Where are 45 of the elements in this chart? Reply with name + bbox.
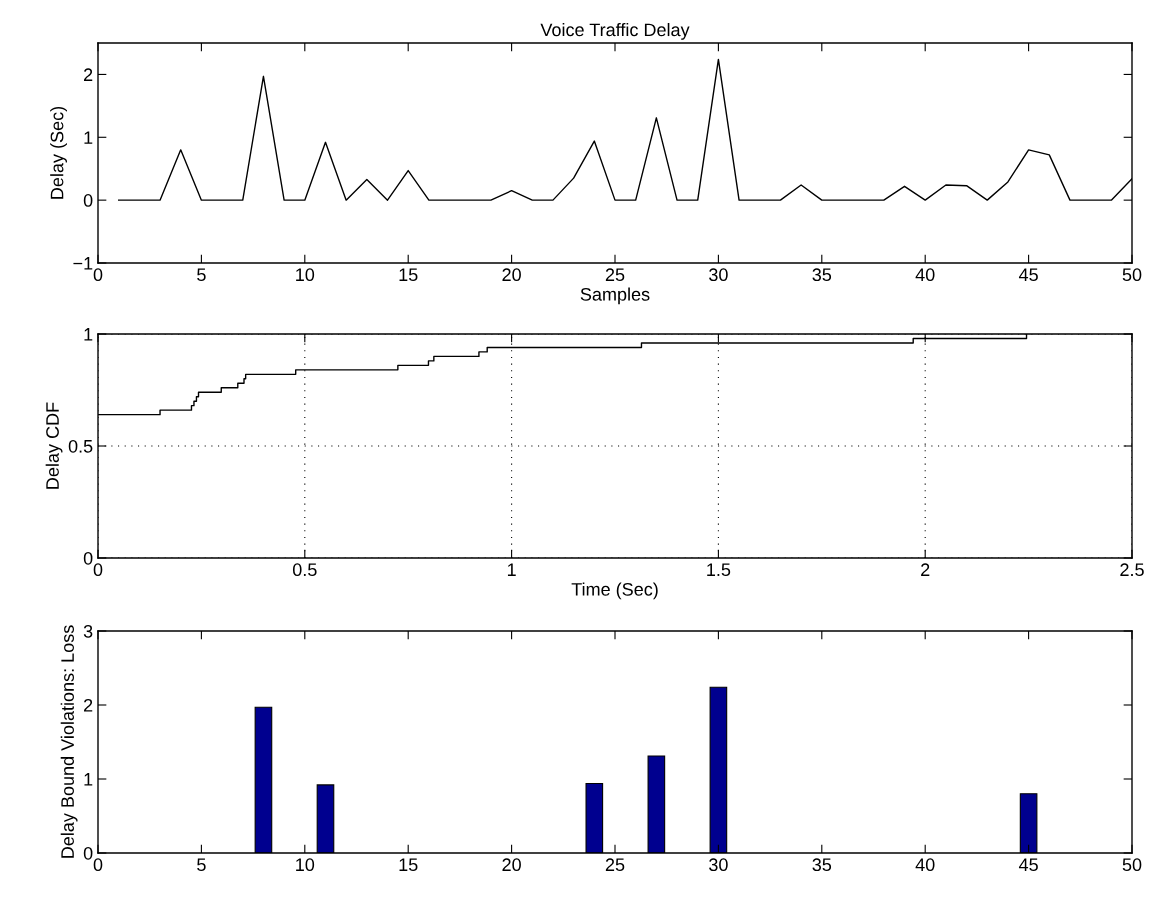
x-tick-label: 1.5 [707,563,731,577]
x-tick-label: 40 [915,858,935,872]
x-axis-title: Samples [580,287,650,305]
y-tick-label: 3 [83,624,93,638]
x-tick-label: 50 [1122,858,1142,872]
x-tick-label: 0 [93,563,103,577]
x-tick-label: 45 [1018,268,1038,282]
x-tick-label: 1 [507,563,516,576]
y-tick-label: −1 [73,257,93,270]
y-tick-label: 2 [84,68,93,81]
x-tick-label: 25 [605,268,625,282]
x-tick-label: 30 [709,268,728,282]
chart-title: Voice Traffic Delay [540,22,690,40]
y-tick-label: 1 [84,131,93,144]
x-tick-label: 10 [296,268,315,282]
x-tick-label: 45 [1018,858,1038,872]
y-tick-label: 0 [83,846,93,860]
x-tick-label: 20 [502,268,521,282]
x-tick-label: 0 [93,268,103,282]
x-tick-label: 35 [812,268,832,282]
y-tick-label: 1 [84,773,93,786]
x-tick-label: 10 [296,858,315,872]
y-tick-label: 0 [83,551,93,565]
x-tick-label: 5 [197,858,206,872]
y-tick-label: 0.5 [68,439,93,453]
x-tick-label: 2 [921,563,930,576]
x-tick-label: 2.5 [1120,563,1144,577]
x-tick-label: 0 [93,858,103,872]
x-tick-label: 50 [1122,268,1142,282]
y-tick-label: 0 [83,194,93,207]
x-tick-label: 25 [605,858,625,872]
y-tick-label: 2 [84,698,93,712]
y-axis-title: Delay (Sec) [50,106,67,199]
x-tick-label: 5 [197,268,206,282]
x-tick-label: 40 [915,268,935,282]
y-tick-label: 1 [84,328,93,341]
x-tick-label: 35 [812,858,832,872]
x-tick-label: 20 [502,858,521,872]
y-axis-title: Delay CDF [45,402,63,489]
x-tick-label: 30 [709,858,728,872]
y-axis-title: Delay Bound Violations: Loss [60,625,78,858]
x-tick-label: 15 [399,268,418,282]
x-tick-label: 15 [399,858,418,872]
x-tick-label: 0.5 [292,563,317,577]
x-axis-title: Time (Sec) [571,582,658,600]
